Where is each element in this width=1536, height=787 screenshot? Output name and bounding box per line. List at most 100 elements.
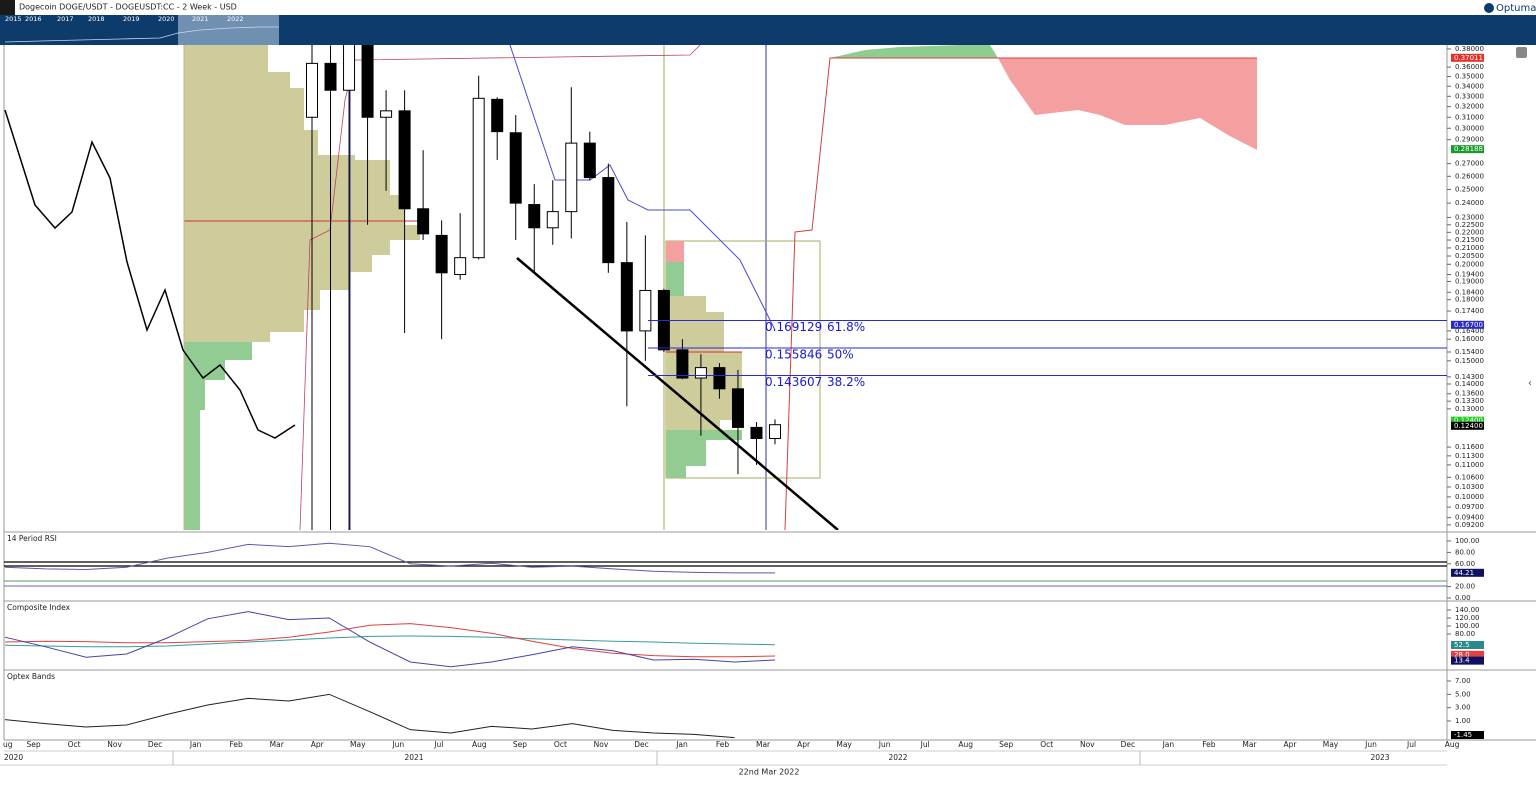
y-tick-label: 0.32000	[1455, 103, 1484, 111]
month-label: Jan	[675, 740, 688, 749]
candle-body	[454, 257, 467, 276]
month-label: Jun	[878, 740, 891, 749]
y-tick-label: 0.19000	[1455, 278, 1484, 286]
navigator-year: 2019	[123, 15, 140, 23]
price-tag-label: 52.5	[1454, 641, 1470, 649]
month-label: Jan	[1162, 740, 1175, 749]
month-label: Feb	[1202, 740, 1216, 749]
y-tick-label: 0.22500	[1455, 221, 1484, 229]
month-label: Oct	[1040, 740, 1053, 749]
range-profile-low	[666, 430, 742, 478]
candle-body	[361, 45, 374, 118]
y-tick-label: 0.19400	[1455, 271, 1484, 279]
fib-ratio: 50%	[827, 348, 854, 362]
price-tag	[1451, 656, 1484, 665]
month-label: May	[1323, 740, 1339, 749]
y-tick-label: 0.11600	[1455, 443, 1484, 451]
candle-body	[583, 142, 596, 179]
month-label: Apr	[311, 740, 325, 749]
y-tick-label: 0.29000	[1455, 136, 1484, 144]
y-tick-label: 0.34000	[1455, 82, 1484, 90]
y-tick-label: 0.21500	[1455, 236, 1484, 244]
candle-body	[546, 211, 559, 229]
month-label: Dec	[1121, 740, 1136, 749]
price-tag	[1451, 53, 1484, 62]
year-label: 2021	[404, 753, 423, 762]
month-label: Aug	[472, 740, 487, 749]
leading-span	[784, 57, 1257, 530]
logo-icon	[1484, 3, 1494, 13]
y-tick-label: 0.00	[1455, 594, 1471, 602]
y-tick-label: 0.35000	[1455, 73, 1484, 81]
navigator-year: 2020	[158, 15, 175, 23]
y-tick-label: 0.10300	[1455, 483, 1484, 491]
y-tick-label: 0.13300	[1455, 397, 1484, 405]
month-label: Feb	[716, 740, 730, 749]
navigator-window[interactable]	[178, 15, 279, 45]
navigator-year: 2016	[25, 15, 42, 23]
y-tick-label: 0.14300	[1455, 373, 1484, 381]
lagging-span	[4, 109, 296, 439]
month-label: Sep	[999, 740, 1013, 749]
y-tick-label: 0.31000	[1455, 113, 1484, 121]
volume-profile	[184, 45, 420, 342]
indicator-line	[4, 542, 776, 574]
collapse-arrow[interactable]: ‹	[1528, 378, 1532, 389]
month-label: Apr	[1283, 740, 1297, 749]
y-tick-label: 80.00	[1455, 548, 1475, 556]
y-tick-label: 0.15000	[1455, 357, 1484, 365]
navigator-year: 2015	[5, 15, 22, 23]
navigator-line	[4, 26, 279, 43]
indicator-line	[4, 611, 776, 668]
month-label: Jun	[391, 740, 404, 749]
candle-body	[491, 98, 504, 133]
y-tick-label: 5.00	[1455, 690, 1471, 698]
month-label: Oct	[68, 740, 81, 749]
price-tag	[1451, 650, 1484, 659]
date-tag: 22nd Mar 2022	[739, 768, 800, 777]
price-tag-label: 0.16700	[1454, 321, 1483, 329]
price-tag-label: 0.28188	[1454, 145, 1483, 153]
menu-icon[interactable]	[0, 0, 15, 15]
cloud-red	[998, 58, 1257, 150]
panel-title: Composite Index	[7, 603, 71, 612]
y-tick-label: 0.14000	[1455, 380, 1484, 388]
y-tick-label: 100.00	[1455, 537, 1480, 545]
month-label: Nov	[1080, 740, 1095, 749]
navigator-year: 2021	[192, 15, 209, 23]
lock-icon[interactable]	[1516, 47, 1527, 58]
y-tick-label: 0.20000	[1455, 260, 1484, 268]
month-label: Nov	[594, 740, 609, 749]
y-tick-label: 0.18400	[1455, 288, 1484, 296]
y-tick-label: 0.10600	[1455, 473, 1484, 481]
range-profile-top	[666, 241, 684, 262]
month-label: Jul	[433, 740, 443, 749]
indicator-line	[4, 623, 776, 658]
y-tick-label: 0.30000	[1455, 124, 1484, 132]
y-tick-label: 0.33000	[1455, 92, 1484, 100]
y-tick-label: 0.09200	[1455, 521, 1484, 529]
candle-body	[731, 388, 744, 428]
candle-body	[324, 62, 337, 91]
month-label: Dec	[148, 740, 163, 749]
price-tag	[1451, 320, 1484, 329]
y-tick-label: 20.00	[1455, 583, 1475, 591]
candle-body	[620, 262, 633, 332]
month-label: May	[350, 740, 366, 749]
y-tick-label: 0.09400	[1455, 514, 1484, 522]
month-label: Apr	[797, 740, 811, 749]
range-profile-mid	[666, 262, 684, 296]
y-tick-label: 0.15400	[1455, 348, 1484, 356]
y-tick-label: 0.38000	[1455, 45, 1484, 53]
month-label: Jul	[1406, 740, 1416, 749]
month-label: Sep	[513, 740, 527, 749]
month-label: Nov	[107, 740, 122, 749]
month-label: Aug	[1445, 740, 1460, 749]
year-label: 2023	[1370, 753, 1389, 762]
candle-body	[306, 62, 318, 118]
y-tick-label: 0.13600	[1455, 390, 1484, 398]
main-overlays	[4, 45, 1257, 530]
month-label: ug	[3, 740, 13, 749]
candle-body	[639, 289, 652, 332]
y-tick-label: 0.23000	[1455, 213, 1484, 221]
